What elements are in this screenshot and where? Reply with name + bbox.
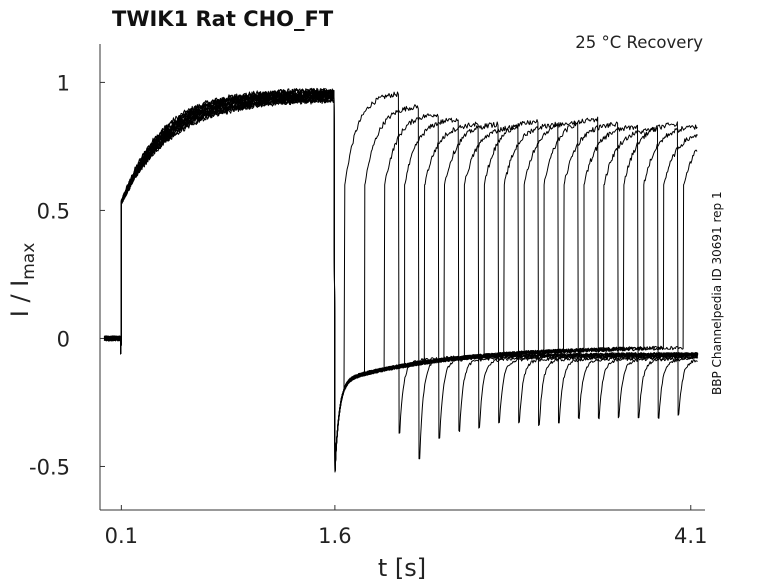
side-id-label: BBP Channelpedia ID 30691 rep 1	[710, 191, 724, 395]
chart-title: TWIK1 Rat CHO_FT	[112, 7, 334, 31]
y-axis-label-subscript: max	[19, 243, 39, 280]
current-traces	[103, 87, 699, 473]
x-tick-label: 1.6	[318, 524, 351, 548]
y-tick-label: 1	[57, 71, 70, 95]
svg-text:I / Imax: I / Imax	[6, 243, 39, 318]
y-tick-label: -0.5	[29, 455, 70, 479]
y-axis-label-group: I / Imax	[6, 243, 39, 318]
y-axis-label: I / I	[6, 280, 34, 318]
y-tick-label: 0.5	[37, 199, 70, 223]
x-tick-label: 4.1	[674, 524, 707, 548]
current-trace-sweep	[103, 97, 698, 473]
condition-annotation: 25 °C Recovery	[575, 33, 703, 52]
tick-labels: -0.5 0 0.5 1 0.1 1.6 4.1	[29, 71, 707, 548]
x-tick-label: 0.1	[105, 524, 138, 548]
axes	[99, 44, 705, 511]
y-tick-label: 0	[57, 327, 70, 351]
x-axis-label: t [s]	[378, 554, 426, 582]
